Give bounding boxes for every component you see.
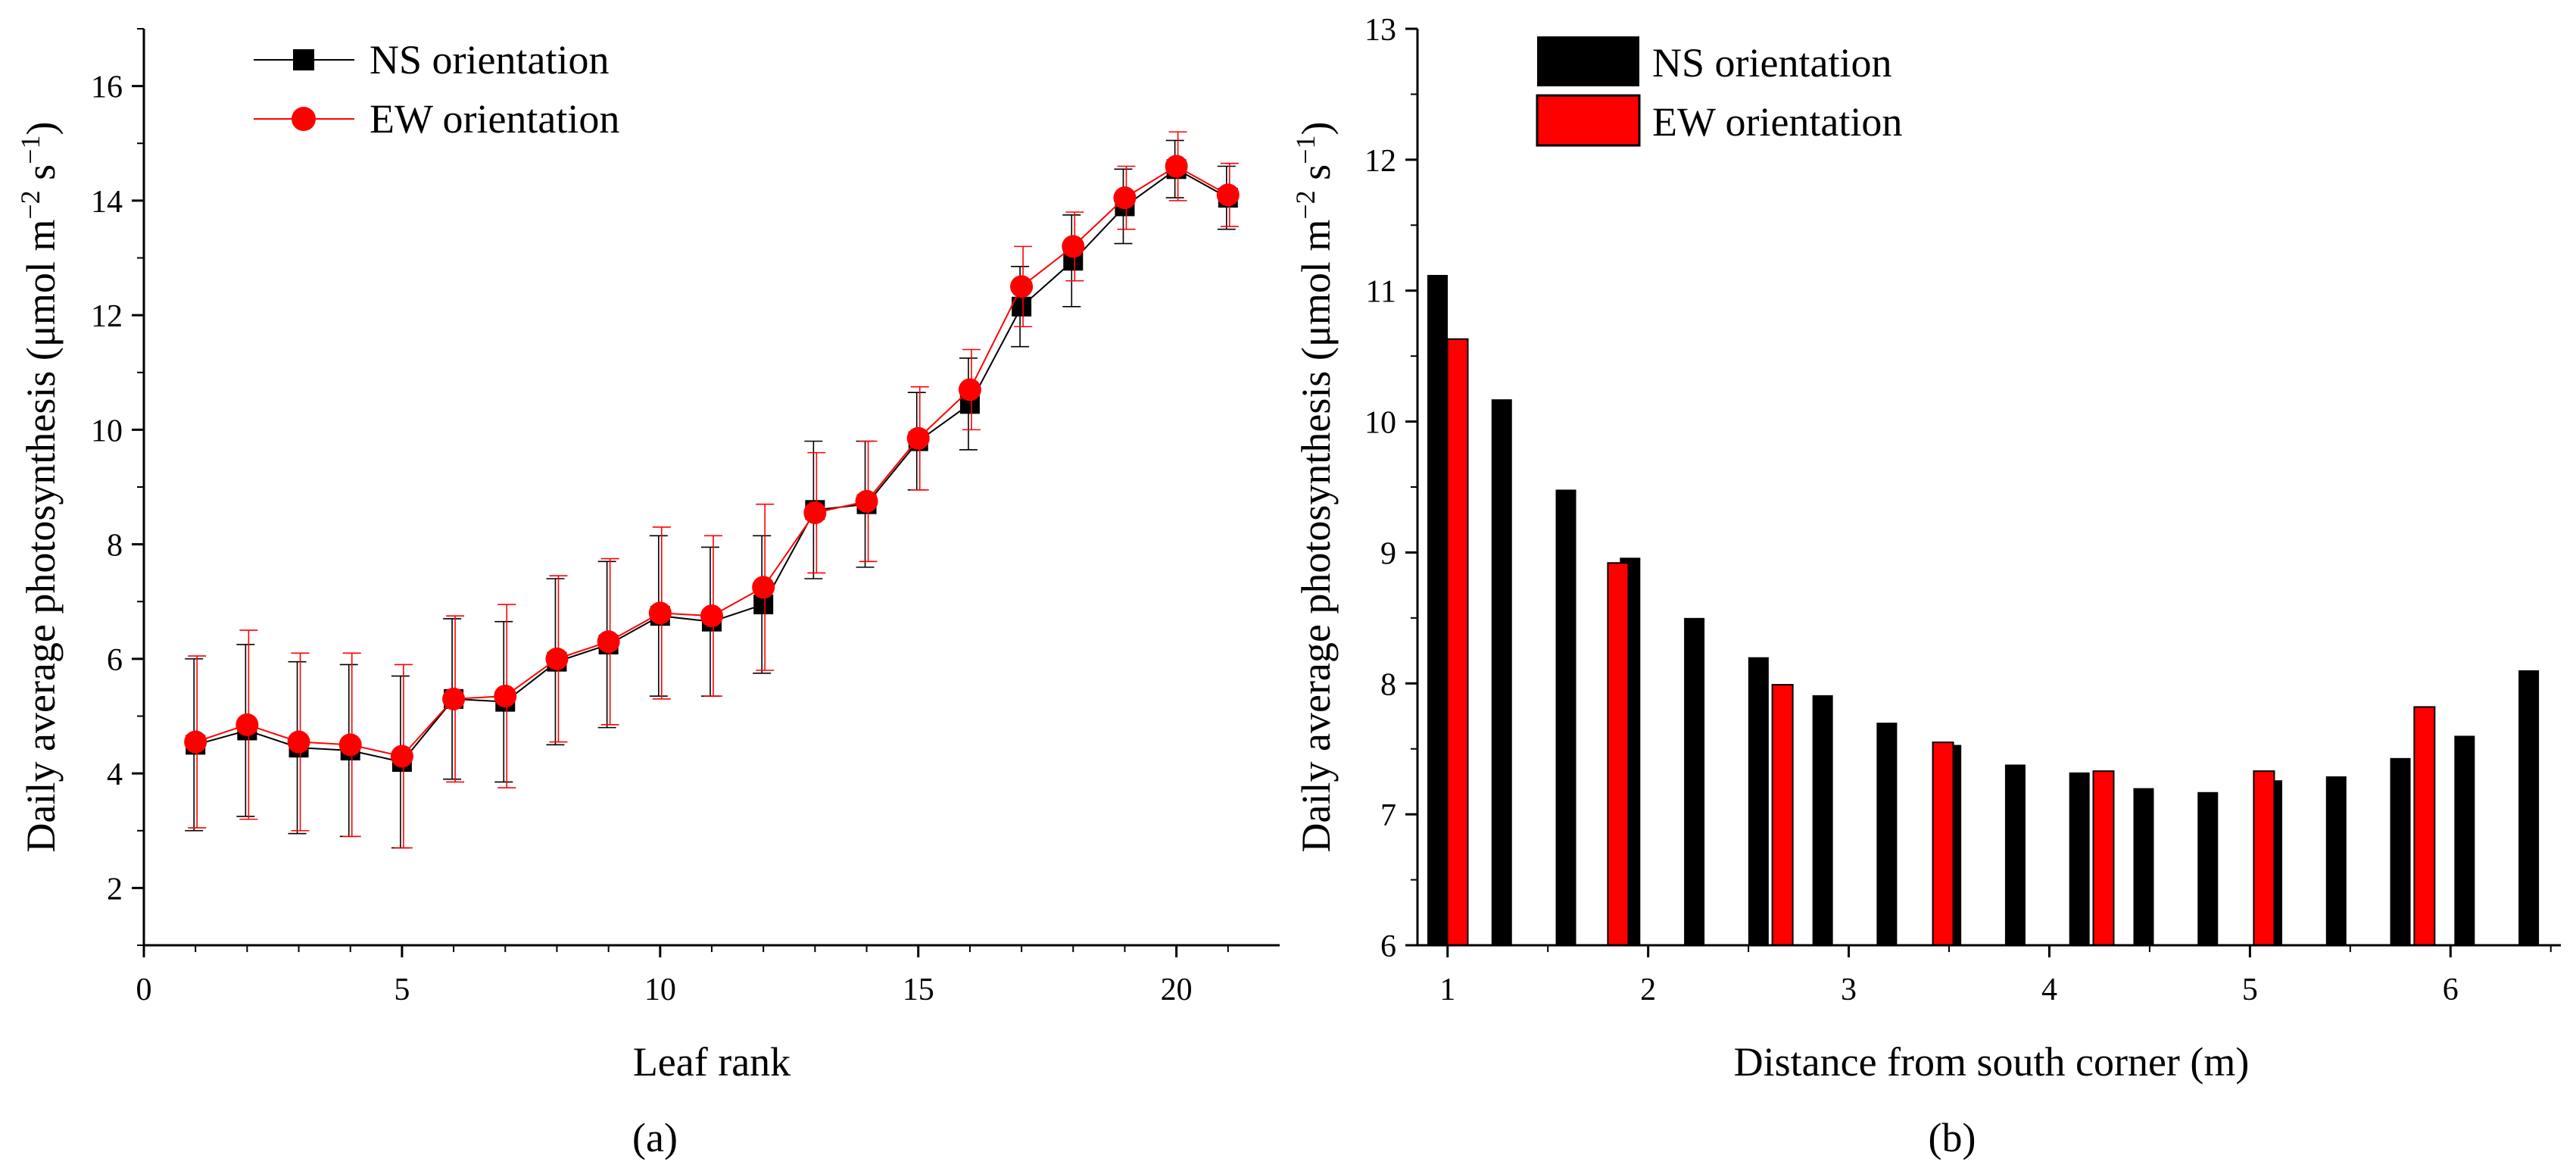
y-tick-label: 4 (107, 757, 123, 792)
bar (2390, 757, 2411, 945)
x-tick-label: 4 (2041, 973, 2057, 1007)
data-point (545, 647, 569, 670)
y-tick-label: 6 (1380, 929, 1396, 964)
legend-b-ew-label: EW orientation (1652, 99, 1902, 145)
y-tick-label: 10 (1364, 406, 1396, 441)
x-tick-label: 0 (136, 973, 152, 1007)
bar (2133, 788, 2154, 945)
y-tick-label: 2 (107, 872, 123, 907)
panel-a-axes (142, 29, 1280, 947)
panel-a-legend: NS orientation EW orientation (254, 37, 619, 142)
legend-b-ns-label: NS orientation (1652, 40, 1891, 86)
y-tick-label: 11 (1366, 275, 1396, 310)
x-tick-label: 20 (1161, 973, 1193, 1007)
data-point (597, 630, 620, 654)
panel-b-legend: NS orientation EW orientation (1536, 36, 1902, 147)
data-point (906, 426, 930, 450)
panel-b-axes (1416, 29, 2561, 947)
bar (1932, 742, 1954, 946)
y-tick-label: 12 (91, 299, 123, 334)
x-tick-label: 5 (394, 973, 410, 1007)
panel-a-label: (a) (632, 1115, 678, 1160)
series-ew (1446, 338, 2436, 947)
bar (2069, 772, 2090, 945)
bar (1876, 723, 1898, 945)
y-tick-label: 13 (1364, 13, 1396, 48)
data-point (1216, 183, 1240, 207)
panel-a-y-label: Daily average photosynthesis (μmol m−2 s… (15, 122, 64, 853)
y-tick-label: 8 (1380, 667, 1396, 702)
series-ns (1427, 274, 2540, 945)
bar (2004, 764, 2026, 945)
y-tick-label: 9 (1380, 536, 1396, 571)
legend-b-ns-swatch (1537, 36, 1639, 86)
data-point (1113, 186, 1137, 210)
data-point (855, 489, 878, 513)
panel-b-label: (b) (1929, 1115, 1976, 1160)
bar (1555, 489, 1576, 945)
y-tick-label: 14 (91, 185, 123, 220)
data-point (442, 687, 466, 710)
data-point (235, 713, 259, 736)
bar (1812, 695, 1833, 945)
legend-a-ns-marker (293, 49, 314, 70)
legend-b-ew-swatch (1536, 94, 1641, 147)
data-point (752, 576, 775, 599)
bar (2253, 770, 2275, 946)
bar (2518, 670, 2540, 945)
y-tick-label: 16 (91, 70, 123, 105)
bar (1491, 399, 1512, 945)
panel-b-plot-area (1427, 274, 2540, 947)
panel-a-ticks: 0 5 10 15 20 2 4 6 8 10 12 14 16 (91, 28, 1229, 1007)
data-point (1062, 235, 1085, 258)
data-point (1010, 275, 1034, 298)
bar (1607, 562, 1629, 946)
bar (2197, 792, 2219, 945)
data-point (958, 378, 981, 401)
bar (2092, 770, 2115, 946)
bar (1748, 657, 1769, 945)
data-point (390, 745, 413, 768)
data-point (184, 730, 207, 754)
x-tick-label: 1 (1439, 973, 1455, 1007)
data-point (803, 501, 827, 525)
legend-a-ew-marker (292, 107, 316, 131)
data-point (1165, 155, 1188, 178)
panel-a-plot-area (184, 131, 1240, 849)
data-point (287, 730, 310, 754)
y-tick-label: 7 (1380, 798, 1396, 833)
x-tick-label: 2 (1640, 973, 1656, 1007)
bar (1771, 684, 1794, 946)
data-point (494, 685, 517, 708)
y-tick-label: 6 (107, 643, 123, 678)
legend-a-ns-label: NS orientation (370, 37, 609, 83)
x-tick-label: 6 (2443, 973, 2459, 1007)
panel-a: 0 5 10 15 20 2 4 6 8 10 12 14 16 Leaf rank Daily ave… (15, 28, 1280, 1160)
bar (1684, 617, 1705, 945)
series-ew (184, 131, 1240, 849)
data-point (700, 604, 723, 628)
data-point (648, 601, 672, 625)
x-tick-label: 3 (1841, 973, 1857, 1007)
x-tick-label: 5 (2242, 973, 2258, 1007)
bar (1446, 338, 1469, 946)
bar (2413, 706, 2436, 947)
data-point (338, 733, 362, 757)
panel-b-x-label: Distance from south corner (m) (1734, 1039, 2250, 1085)
y-tick-label: 10 (91, 414, 123, 448)
bar (2325, 776, 2347, 945)
x-tick-label: 15 (903, 973, 934, 1007)
panel-b-y-label: Daily average photosynthesis (μmol m−2 s… (1290, 122, 1339, 853)
legend-a-ew-label: EW orientation (370, 96, 619, 142)
bar (2454, 735, 2475, 945)
panel-a-x-label: Leaf rank (633, 1039, 791, 1085)
bar (1427, 274, 1448, 945)
y-tick-label: 8 (107, 529, 123, 564)
x-tick-label: 10 (644, 973, 676, 1007)
y-tick-label: 12 (1364, 144, 1396, 179)
